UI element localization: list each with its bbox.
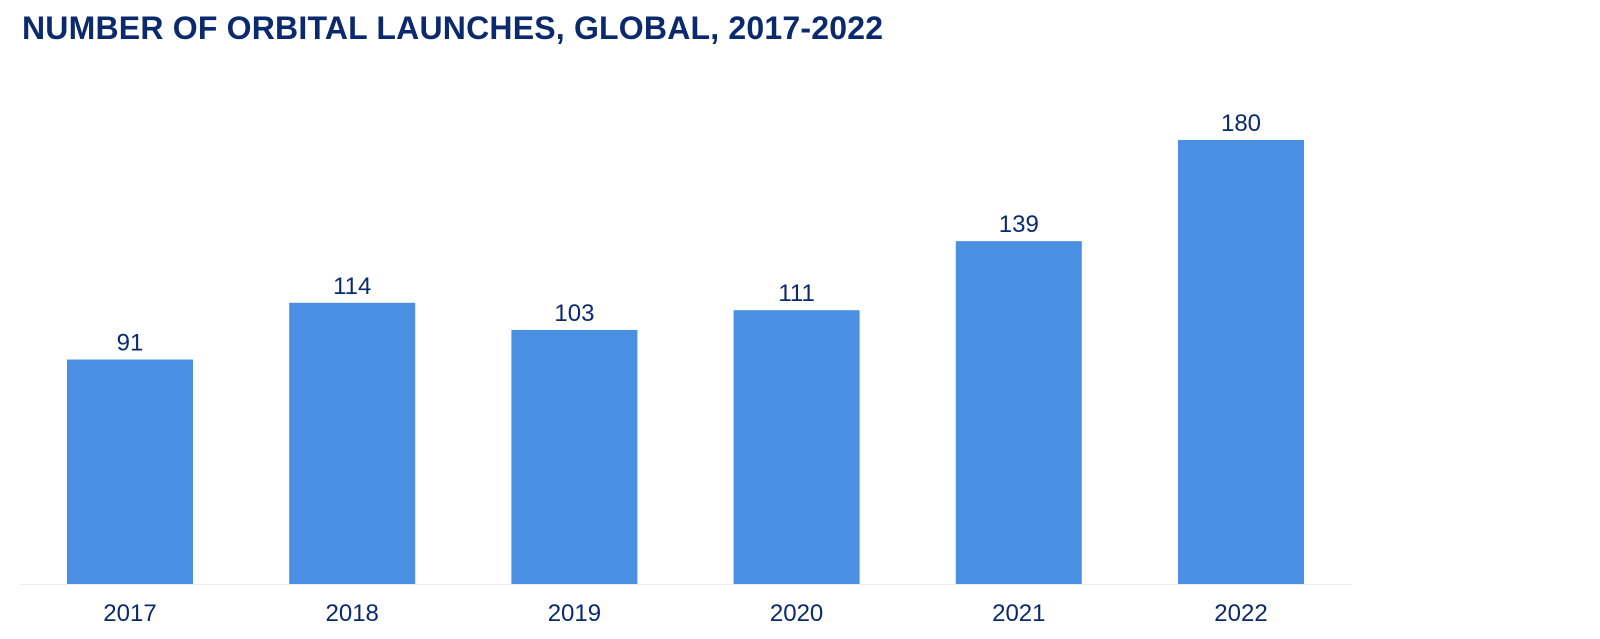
- x-tick-label-2020: 2020: [770, 600, 823, 627]
- value-label-2018: 114: [333, 273, 371, 300]
- bar-2020: [733, 310, 860, 584]
- value-label-2021: 139: [999, 211, 1039, 238]
- bar-2019: [511, 329, 638, 584]
- bars-layer: [67, 140, 1304, 584]
- x-tick-label-2018: 2018: [326, 600, 379, 627]
- x-tick-label-2021: 2021: [992, 600, 1045, 627]
- x-tick-label-2017: 2017: [103, 600, 156, 627]
- bar-2017: [67, 359, 193, 584]
- x-tick-label-2019: 2019: [548, 600, 601, 627]
- value-label-2022: 180: [1221, 110, 1261, 137]
- value-label-2020: 111: [778, 280, 814, 307]
- x-tick-label-2022: 2022: [1214, 600, 1267, 627]
- x-tick-labels-layer: 2017 2018 2019 2020 2021 2022: [103, 600, 1267, 627]
- bar-2018: [289, 302, 416, 584]
- value-labels-layer: 91 114 103 111 139 180: [117, 110, 1261, 357]
- bar-2022: [1178, 140, 1304, 584]
- value-label-2019: 103: [554, 300, 594, 327]
- bar-2021: [955, 241, 1082, 584]
- value-label-2017: 91: [117, 330, 144, 357]
- chart-title: NUMBER OF ORBITAL LAUNCHES, GLOBAL, 2017…: [22, 10, 884, 46]
